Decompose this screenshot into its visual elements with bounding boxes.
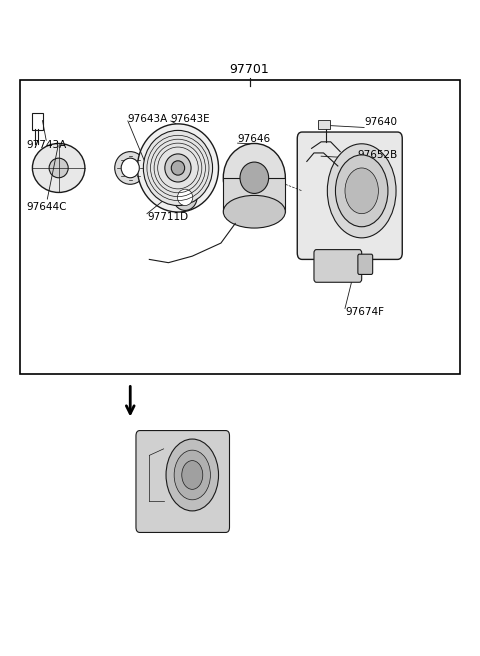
Text: 97640: 97640: [364, 117, 397, 127]
Text: 97652B: 97652B: [357, 150, 397, 160]
FancyBboxPatch shape: [223, 178, 285, 212]
Text: 97711D: 97711D: [147, 212, 188, 222]
Text: 97743A: 97743A: [26, 140, 67, 150]
FancyBboxPatch shape: [358, 254, 372, 274]
FancyArrowPatch shape: [126, 386, 134, 413]
Text: 97643E: 97643E: [171, 114, 210, 124]
FancyBboxPatch shape: [318, 120, 330, 129]
Text: 97674F: 97674F: [345, 306, 384, 317]
Text: 97646: 97646: [238, 134, 271, 144]
Ellipse shape: [33, 144, 85, 192]
Circle shape: [336, 155, 388, 227]
Circle shape: [174, 450, 210, 500]
FancyBboxPatch shape: [314, 250, 362, 282]
Ellipse shape: [144, 131, 213, 205]
Ellipse shape: [115, 152, 146, 184]
Ellipse shape: [178, 189, 193, 205]
Text: 97701: 97701: [229, 64, 269, 77]
Circle shape: [182, 461, 203, 489]
Ellipse shape: [137, 124, 218, 212]
Text: 97643A: 97643A: [128, 114, 168, 124]
Ellipse shape: [49, 158, 68, 178]
Circle shape: [345, 168, 378, 214]
Ellipse shape: [240, 162, 269, 194]
Ellipse shape: [223, 195, 285, 228]
Ellipse shape: [121, 158, 139, 178]
Circle shape: [327, 144, 396, 238]
Ellipse shape: [165, 154, 191, 182]
Text: 97644C: 97644C: [26, 202, 67, 212]
FancyBboxPatch shape: [297, 132, 402, 259]
Ellipse shape: [171, 161, 185, 175]
Circle shape: [166, 439, 218, 511]
Ellipse shape: [223, 144, 285, 212]
Ellipse shape: [173, 184, 197, 211]
FancyBboxPatch shape: [136, 430, 229, 533]
